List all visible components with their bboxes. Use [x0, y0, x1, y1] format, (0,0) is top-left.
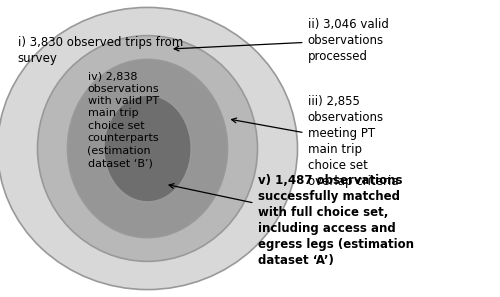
Text: i) 3,830 observed trips from
survey: i) 3,830 observed trips from survey — [18, 36, 183, 65]
Ellipse shape — [38, 36, 258, 261]
Text: iii) 2,855
observations
meeting PT
main trip
choice set
overlap criteria: iii) 2,855 observations meeting PT main … — [232, 95, 398, 188]
Text: ii) 3,046 valid
observations
processed: ii) 3,046 valid observations processed — [174, 18, 388, 63]
Ellipse shape — [0, 7, 298, 290]
Ellipse shape — [68, 59, 228, 238]
Text: iv) 2,838
observations
with valid PT
main trip
choice set
counterparts
(estimati: iv) 2,838 observations with valid PT mai… — [88, 71, 159, 168]
Text: v) 1,487 observations
successfully matched
with full choice set,
including acces: v) 1,487 observations successfully match… — [169, 174, 414, 267]
Ellipse shape — [104, 95, 191, 202]
